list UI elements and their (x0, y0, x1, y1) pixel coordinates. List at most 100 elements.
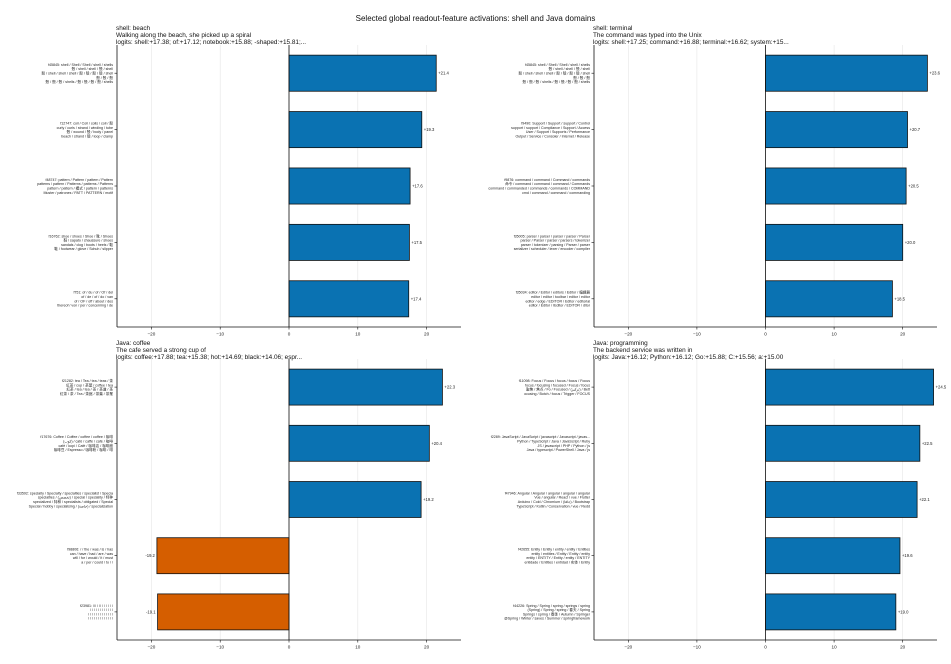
panel-title-line: Walking along the beach, she picked up a… (116, 32, 252, 40)
category-label-line: editor / Editor / IEditor / EDITOR / dit… (529, 304, 591, 308)
bar (765, 54, 928, 92)
bar-value-label: +17.4 (411, 296, 422, 301)
bar (288, 368, 443, 406)
category-label-line: f23981: /// / // / / / / / / (80, 604, 113, 608)
category-label-line: f11098: Focus / Focus / focus / focus / … (519, 379, 590, 383)
category-label-line: Vue / angular / React / vue / Flutter (534, 496, 590, 500)
category-label-line: 聚焦 / 焦点 / Fo / Focused / (تركيز) / Bett (526, 387, 590, 392)
panel-title-line: The backend service was written in (593, 347, 693, 355)
category-label-line: 殼 / wound / 殼 / body / panel (67, 129, 114, 134)
bar (288, 167, 411, 205)
bar-value-label: +17.5 (411, 240, 422, 245)
x-tick-label: 0 (764, 332, 767, 337)
category-label-line: / / / / / / / / / / / / / (88, 617, 113, 621)
x-tick-label: −10 (693, 332, 701, 337)
bar-value-label: +20.0 (905, 240, 916, 245)
panel-title: Java: programming The backend service wa… (593, 340, 783, 362)
x-tick-label: 20 (424, 645, 430, 650)
bar-value-label: +22.5 (922, 441, 933, 446)
panel-title: shell: beach Walking along the beach, sh… (116, 25, 306, 47)
category-label-line: editor / edge / EDITOR / Editor / editor… (526, 299, 591, 303)
figure-title: Selected global readout-feature activati… (355, 14, 596, 23)
category-label-line: / / / / / / / / / / / / (90, 608, 113, 612)
bar (765, 481, 918, 518)
bar (288, 424, 430, 462)
x-tick-label: −20 (148, 332, 156, 337)
panel-title-line: shell: beach (116, 25, 151, 32)
panel-title-line: The cafe served a strong cup of (116, 347, 206, 355)
category-label-line: f48747: pattern / Pattern / pattern / Pa… (45, 178, 113, 182)
category-label-line: focus / focusing / focused / Focus / foc… (525, 383, 590, 387)
category-label-line: 殼 / shell / shell / shell / 殼 / 殼 / 殼 / … (519, 71, 591, 76)
bar-value-label: +21.4 (438, 71, 449, 76)
panel-title-line: shell: terminal (593, 25, 633, 32)
category-label-line: a / per / could / to / / (81, 560, 113, 564)
bar-value-label: +19.2 (423, 497, 434, 502)
panel-title-line: Java: programming (593, 340, 648, 347)
bar (288, 223, 410, 261)
bar (765, 537, 901, 575)
bar-value-label: +22.1 (919, 497, 930, 502)
category-label-line: f751: of / du / of / Of / del (73, 291, 113, 295)
category-label-line: f17676: Coffee / Coffee / coffee / coffe… (40, 434, 113, 439)
category-label-line: 鞋 / footwear / glove / Schuh / slipper (54, 246, 114, 251)
category-label-line: Special / hobby / specialising / (خاصة) … (29, 504, 113, 508)
bar-value-label: -19.1 (146, 609, 156, 614)
bar (765, 593, 897, 631)
category-label-line: 紅茶 / cup / 茶葉 / coffee / tea (66, 382, 113, 387)
category-label-line: 殼 / 殼 / 殼 (573, 75, 590, 80)
x-tick-label: 0 (288, 332, 291, 337)
category-label-line: parser / Parser / parser / parsers / tok… (520, 239, 590, 243)
category-label-line: pattern / pattern / 模式 / pattern / patte… (47, 185, 113, 190)
x-tick-label: 10 (832, 332, 838, 337)
bar-value-label: +20.5 (908, 184, 919, 189)
category-label-line: cmd / command / command / commanding (522, 191, 590, 195)
category-label-line: entity / ENTITY / Entity / entity / ENTI… (526, 556, 590, 560)
bar-value-label: +17.6 (412, 184, 423, 189)
category-label-line: (كوب) / café / caffè / café / 咖啡 (63, 438, 113, 443)
category-label-line: patterns / pattern / Patterns / patterns… (37, 182, 113, 186)
bar-value-label: +19.3 (424, 127, 435, 132)
bar (765, 280, 893, 318)
category-label-line: @Spring / Winter / saves / Summer / spri… (504, 617, 590, 621)
category-label-line: f33592: specialty / Specialty / specialt… (17, 491, 113, 495)
category-label-line: 殼 / 殼 / 殼 (96, 75, 113, 80)
category-label-line: ocusing / Botch / focus / Trigger / FOCU… (524, 392, 591, 396)
x-tick-label: −10 (216, 332, 224, 337)
category-label-line: support / support / Compliance / Support… (511, 126, 590, 130)
bar (765, 223, 904, 261)
bar (288, 111, 423, 149)
category-label-line: JS / javascript / PHP / Python / js (538, 444, 591, 448)
category-label-line: f9490: Support / Support / support / Con… (521, 121, 590, 125)
panel-title-line: The command was typed into the Unix (593, 32, 702, 40)
bar-value-label: +20.7 (910, 127, 921, 132)
category-label-line: Arduino / Cold / Chromium / (جافا) / Boo… (518, 500, 590, 504)
category-label-line: editor / editor / toolbar / editor / edi… (531, 295, 591, 299)
category-label-line: 咖啡豆 / Espresso / 咖啡粉 / 咖啡 / 啡 (54, 447, 114, 452)
category-label-line: curly / curls / strand / winding / tube (57, 126, 113, 130)
category-label-line: of / OF / off / about / des (74, 299, 113, 303)
panel-title-line: logits: coffee:+17.88; tea:+15.38; hot:+… (116, 354, 303, 362)
category-label-line: café / kopi / Café / 咖啡店 / 咖啡館 (58, 443, 113, 448)
category-label-line: 紅茶 / 茶 / Tea / 茶館 / 茶葉 / 茶業 (60, 391, 114, 396)
category-label-line: Muster / patrones / PATT / PATTERN / mot… (43, 191, 113, 195)
category-label-line: Python / TypeScript / Java / JavaScript … (517, 439, 590, 443)
x-tick-label: 20 (900, 332, 906, 337)
bar-value-label: +20.4 (431, 441, 442, 446)
category-label-line: f42655: Entity / Entity / entity / entit… (518, 548, 590, 552)
bar-value-label: +23.6 (929, 71, 940, 76)
bar (765, 111, 908, 149)
category-label-line: parser / tokenizer / parsing / Parser / … (521, 243, 591, 247)
bar (765, 368, 934, 406)
x-tick-label: −10 (693, 645, 701, 650)
panel-title-line: logits: shell:+17.38; of:+17.12; noteboo… (116, 39, 307, 47)
panel-title-line: logits: shell:+17.25; command:+16.88; te… (593, 39, 789, 47)
bar-value-label: +19.0 (898, 609, 909, 614)
category-label-line: f44226: Spring / Spring / spring / sprin… (513, 604, 590, 608)
category-label-line: / / / / / / / / / / / / / (88, 612, 113, 616)
x-tick-label: −20 (148, 645, 156, 650)
bar-value-label: +18.5 (894, 296, 905, 301)
category-label-line: f47946: Angular / Angular / angular / an… (505, 491, 591, 495)
